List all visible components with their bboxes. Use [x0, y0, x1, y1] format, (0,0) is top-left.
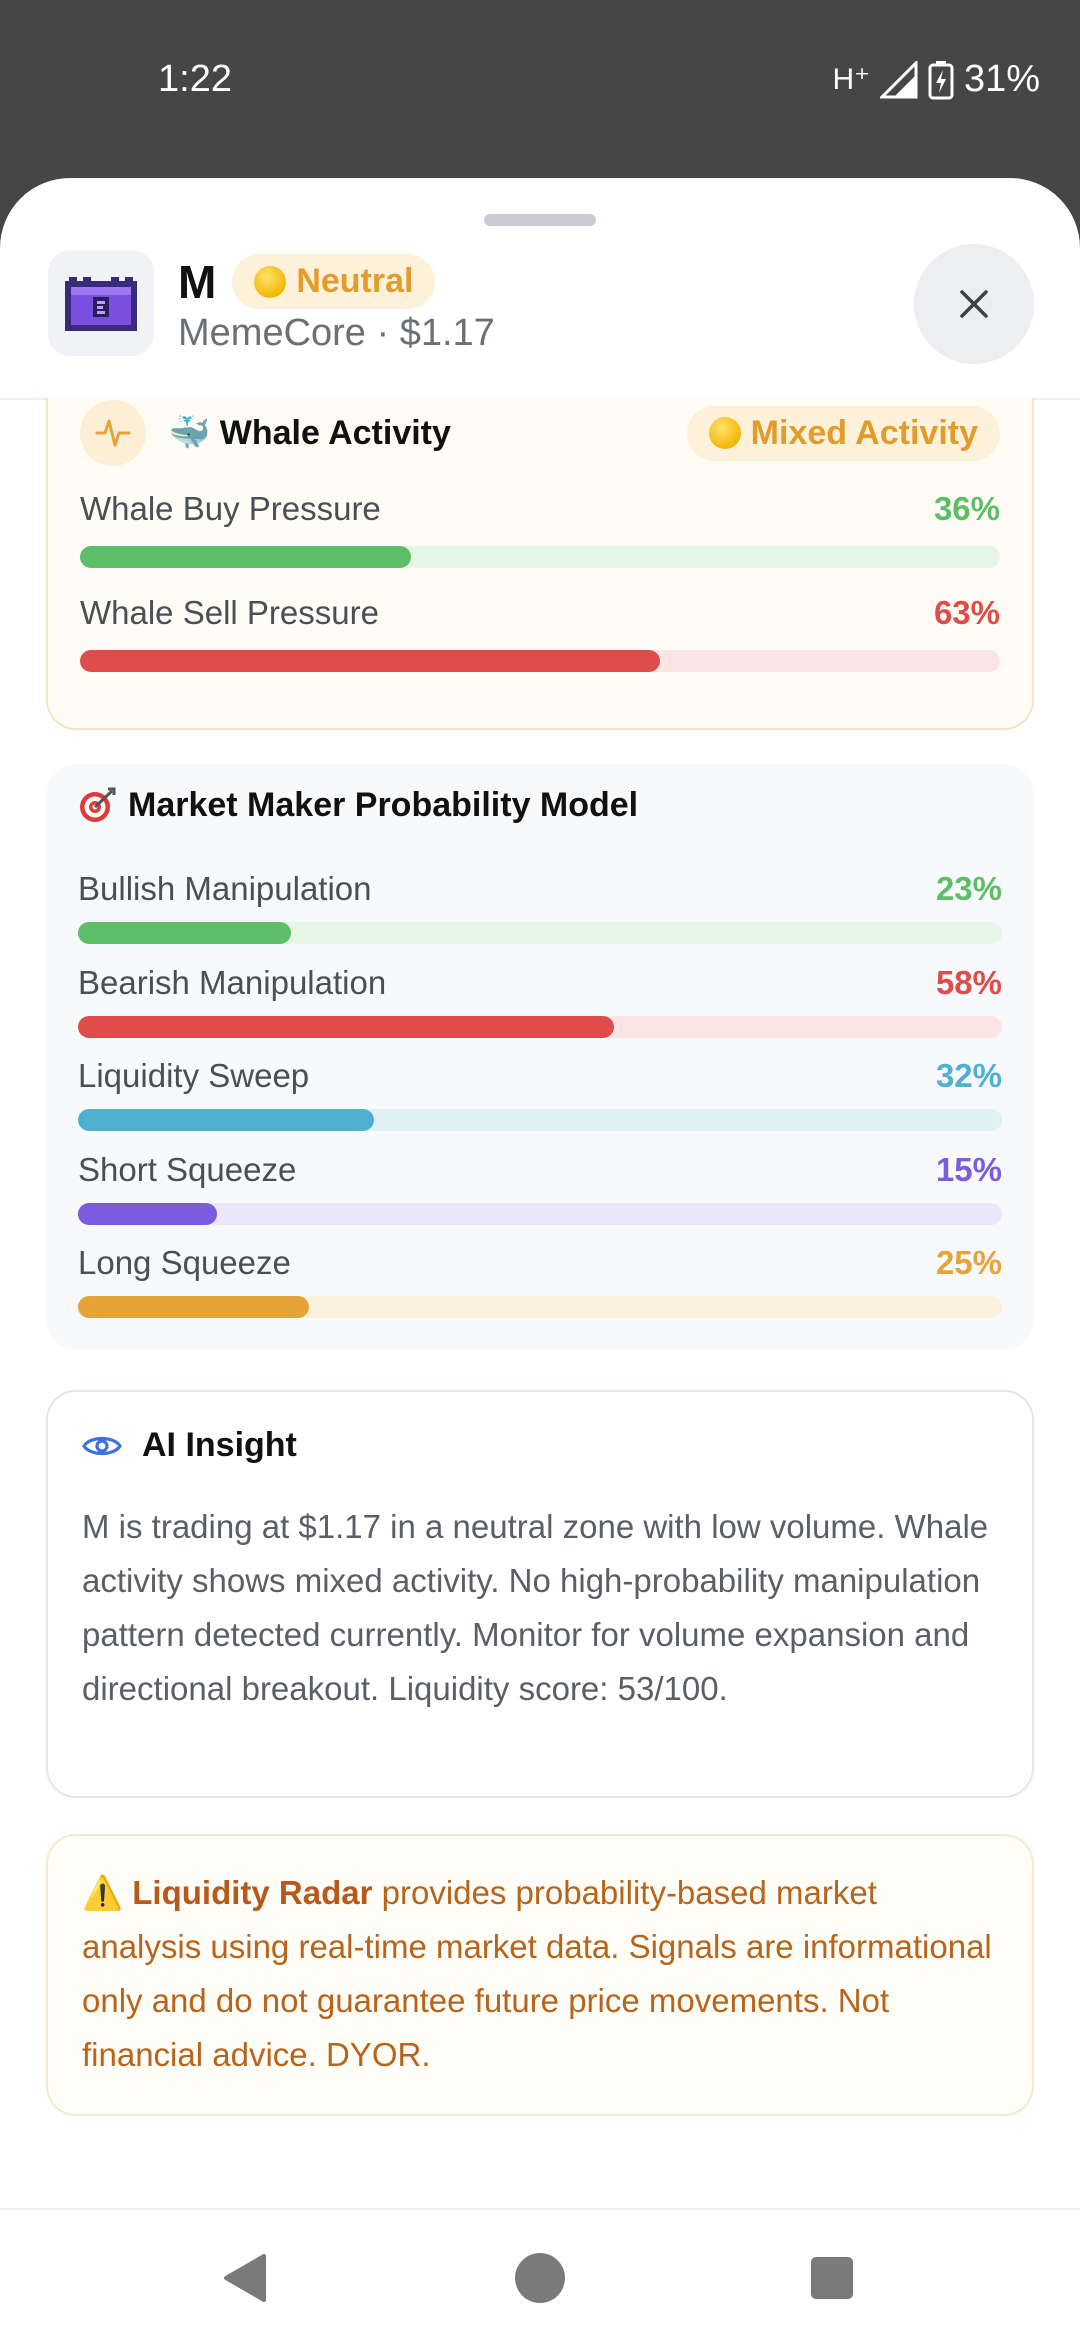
metric-row: Long Squeeze 25% — [78, 1244, 1002, 1318]
token-logo — [48, 250, 154, 356]
recents-button[interactable] — [802, 2248, 862, 2308]
status-right: H⁺ 31% — [832, 58, 1040, 101]
token-subtitle: MemeCore · $1.17 — [178, 312, 495, 354]
metric-label: Whale Buy Pressure — [80, 490, 381, 527]
metric-value: 36% — [933, 490, 1000, 527]
market-maker-card: Market Maker Probability Model Bullish M… — [46, 764, 1034, 1350]
back-triangle-icon — [224, 2254, 266, 2302]
metric-label: Short Squeeze — [78, 1150, 297, 1188]
close-icon — [960, 290, 988, 318]
sheet-header: M Neutral MemeCore · $1.17 — [0, 238, 1080, 400]
whale-activity-title: 🐳 Whale Activity — [168, 414, 451, 452]
close-button[interactable] — [914, 244, 1034, 364]
activity-pulse-icon — [80, 400, 146, 466]
status-time: 1:22 — [158, 58, 232, 100]
recents-square-icon — [811, 2257, 853, 2299]
disclaimer-brand: Liquidity Radar — [132, 1874, 373, 1911]
progress-fill — [78, 1109, 374, 1131]
yellow-circle-icon — [708, 417, 741, 449]
progress-fill — [78, 1015, 614, 1038]
metric-value: 63% — [933, 594, 1000, 631]
progress-fill — [78, 1202, 217, 1225]
drag-handle[interactable] — [484, 214, 596, 226]
sentiment-badge: Neutral — [232, 254, 436, 309]
progress-track — [78, 1015, 1002, 1038]
signal-icon — [879, 60, 918, 98]
navigation-bar — [0, 2208, 1080, 2340]
market-maker-header: Market Maker Probability Model — [78, 786, 638, 825]
status-bar: 1:22 H⁺ 31% — [0, 0, 1080, 178]
eye-icon — [82, 1436, 122, 1455]
progress-track — [80, 546, 1000, 568]
network-type: H⁺ — [832, 63, 870, 96]
metric-label: Whale Sell Pressure — [80, 594, 379, 631]
metric-row: Bearish Manipulation 58% — [78, 964, 1002, 1038]
metric-row: Whale Buy Pressure 36% — [80, 490, 1000, 568]
whale-activity-header: 🐳 Whale Activity Mixed Activity — [80, 400, 1000, 466]
metric-label: Bullish Manipulation — [78, 870, 372, 907]
progress-fill — [78, 922, 291, 944]
disclaimer-text: ⚠️ Liquidity Radar provides probability-… — [82, 1866, 992, 2082]
metric-value: 23% — [935, 870, 1002, 907]
home-circle-icon — [515, 2253, 565, 2303]
sentiment-label: Neutral — [296, 262, 414, 300]
progress-fill — [78, 1296, 309, 1318]
metric-value: 15% — [935, 1150, 1002, 1188]
ai-insight-header: AI Insight — [82, 1426, 297, 1465]
ai-insight-text: M is trading at $1.17 in a neutral zone … — [82, 1508, 989, 1707]
market-maker-title: Market Maker Probability Model — [128, 786, 639, 824]
metric-value: 32% — [935, 1057, 1002, 1094]
home-button[interactable] — [510, 2248, 570, 2308]
battery-level: 31% — [963, 58, 1040, 100]
pixel-castle-icon — [65, 277, 137, 331]
disclaimer-card: ⚠️ Liquidity Radar provides probability-… — [46, 1834, 1034, 2116]
ai-insight-title: AI Insight — [142, 1426, 297, 1464]
progress-track — [78, 1296, 1002, 1318]
metric-row: Short Squeeze 15% — [78, 1151, 1002, 1225]
yellow-circle-icon — [254, 265, 287, 298]
metric-value: 25% — [935, 1244, 1002, 1281]
whale-activity-badge: Mixed Activity — [686, 405, 1000, 461]
metric-label: Liquidity Sweep — [78, 1057, 310, 1094]
token-title-row: M Neutral — [178, 254, 436, 309]
token-symbol: M — [178, 255, 217, 308]
metric-label: Bearish Manipulation — [78, 963, 387, 1001]
progress-track — [78, 922, 1002, 944]
metric-row: Whale Sell Pressure 63% — [80, 594, 1000, 672]
target-icon — [80, 787, 116, 822]
progress-track — [78, 1109, 1002, 1131]
battery-charging-icon — [928, 60, 954, 99]
metric-row: Liquidity Sweep 32% — [78, 1057, 1002, 1131]
progress-track — [78, 1202, 1002, 1225]
ai-insight-card: AI Insight M is trading at $1.17 in a ne… — [46, 1390, 1034, 1798]
warning-icon: ⚠️ — [82, 1874, 124, 1911]
progress-track — [80, 650, 1000, 672]
metric-value: 58% — [935, 963, 1002, 1001]
metric-row: Bullish Manipulation 23% — [78, 870, 1002, 944]
whale-activity-badge-label: Mixed Activity — [750, 413, 978, 452]
progress-fill — [80, 650, 660, 672]
back-button[interactable] — [214, 2248, 274, 2308]
whale-activity-card: 🐳 Whale Activity Mixed Activity Whale Bu… — [46, 398, 1034, 730]
disclaimer-body: provides probability-based market analys… — [82, 1874, 992, 2073]
token-detail-sheet: M Neutral MemeCore · $1.17 🐳 Whale Activ… — [0, 178, 1080, 2208]
progress-fill — [80, 546, 412, 568]
metric-label: Long Squeeze — [78, 1244, 291, 1281]
